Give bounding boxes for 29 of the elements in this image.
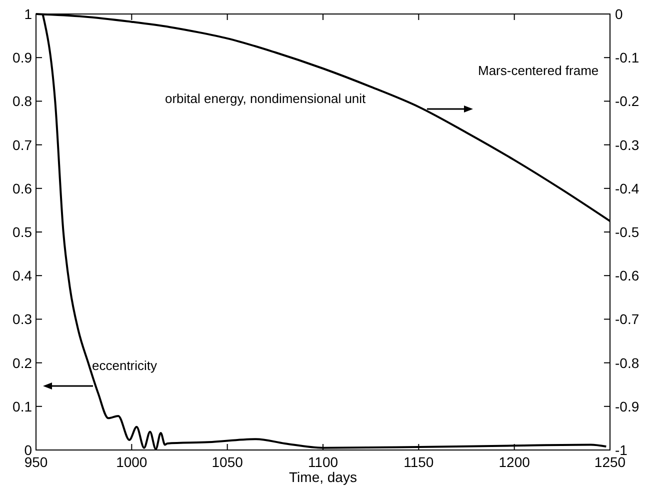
x-tick-label: 1150 <box>404 454 434 470</box>
y2-tick-label: -0.5 <box>615 224 640 240</box>
y2-tick-label: -0.8 <box>615 354 640 371</box>
y-tick-label: 0.3 <box>12 311 32 328</box>
x-tick-label: 1100 <box>308 454 338 470</box>
y-tick-label: 1 <box>24 6 32 22</box>
y-tick-label: 0.9 <box>12 50 32 66</box>
y2-tick-label: -0.6 <box>615 268 640 284</box>
x-tick-label: 1050 <box>212 454 244 470</box>
y-tick-label: 0.5 <box>12 224 32 240</box>
annotation: orbital energy, nondimensional unit <box>165 91 366 106</box>
annotation: Mars-centered frame <box>478 63 599 78</box>
y2-tick-label: -0.1 <box>615 50 640 66</box>
y2-tick-label: -0.9 <box>615 398 640 414</box>
y2-tick-label: -0.2 <box>615 93 640 110</box>
annotation: eccentricity <box>92 358 158 373</box>
x-axis-title: Time, days <box>289 469 357 485</box>
x-tick-label: 1000 <box>116 454 148 470</box>
y2-tick-label: -0.7 <box>615 311 640 328</box>
y2-tick-label: -0.4 <box>615 180 640 196</box>
y-tick-label: 0.6 <box>12 180 32 196</box>
y2-tick-label: 0 <box>615 6 623 22</box>
y-tick-label: 0.1 <box>12 398 32 414</box>
y-tick-label: 0.2 <box>12 354 32 371</box>
y2-tick-label: -0.3 <box>615 136 640 153</box>
y-tick-label: 0.7 <box>12 136 32 153</box>
y-tick-label: 0.8 <box>12 93 32 110</box>
y-tick-label: 0.4 <box>12 268 32 284</box>
x-tick-label: 1200 <box>498 454 530 470</box>
